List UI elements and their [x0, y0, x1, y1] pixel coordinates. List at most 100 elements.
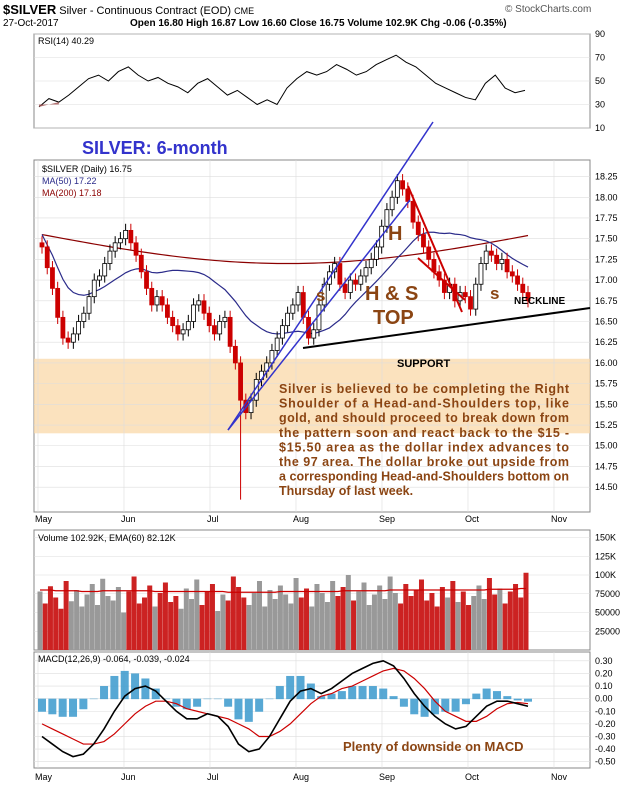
volume-bar	[324, 602, 330, 650]
neckline-label: NECKLINE	[514, 296, 565, 307]
volume-bar	[215, 611, 221, 650]
volume-bar	[366, 605, 372, 650]
note-line: a corresponding Head-and-Shoulders botto…	[279, 470, 569, 484]
volume-bar	[189, 599, 195, 650]
macd-histogram-bar	[120, 670, 129, 700]
volume-bar	[356, 591, 362, 650]
candle-body	[81, 312, 87, 322]
support-label: SUPPORT	[397, 358, 450, 370]
candle-body	[515, 275, 520, 285]
volume-bar	[277, 585, 283, 650]
volume-bar	[455, 602, 461, 650]
macd-histogram-bar	[451, 698, 460, 712]
candle-body	[232, 345, 238, 364]
macd-histogram-bar	[524, 698, 532, 702]
candle-body	[499, 258, 505, 264]
volume-bar	[121, 612, 127, 650]
candle-body	[144, 271, 149, 289]
candle-body	[311, 329, 317, 339]
candle-body	[337, 263, 343, 285]
ma200-line	[41, 233, 529, 265]
price-tick-label: 16.25	[595, 337, 618, 347]
macd-histogram-bar	[513, 698, 522, 701]
macd-histogram-bar	[286, 675, 295, 700]
volume-bar	[507, 591, 513, 650]
candle-body	[394, 180, 400, 198]
rsi-oversold-fill	[39, 102, 59, 107]
volume-ema-line	[40, 587, 526, 593]
candle-body	[60, 316, 66, 339]
candle-body	[128, 229, 134, 244]
volume-bar	[47, 586, 53, 650]
candle-body	[462, 292, 468, 298]
price-tick-label: 15.25	[595, 420, 618, 430]
volume-bar	[58, 608, 64, 650]
volume-bar	[183, 588, 189, 650]
candle-body	[133, 242, 139, 256]
macd-histogram-bar	[358, 686, 367, 700]
volume-tick-label: 125K	[595, 551, 616, 561]
volume-bar	[84, 594, 90, 650]
macd-histogram-bar	[482, 688, 491, 700]
macd-histogram-bar	[420, 698, 429, 717]
watermark: © StockCharts.com	[505, 4, 592, 15]
rsi-tick-label: 30	[595, 100, 605, 110]
volume-bar	[293, 578, 299, 650]
candle-body	[102, 263, 108, 277]
candle-body	[39, 242, 45, 248]
volume-bar	[492, 594, 498, 650]
candle-body	[97, 275, 102, 281]
candle-body	[525, 292, 531, 302]
candle-body	[441, 279, 447, 293]
volume-bar	[304, 588, 310, 650]
candle-body	[180, 329, 186, 335]
price-month-label: Oct	[465, 514, 480, 524]
volume-label: Volume 102.92K, EMA(60) 82.12K	[38, 533, 176, 543]
macd-histogram-bar	[141, 678, 150, 700]
macd-histogram-bar	[492, 691, 501, 700]
price-tick-label: 17.00	[595, 275, 618, 285]
volume-tick-label: 150K	[595, 533, 616, 543]
price-month-label: May	[35, 514, 53, 524]
volume-bar	[314, 584, 320, 650]
neckline	[302, 307, 591, 349]
candle-body	[389, 196, 395, 211]
rsi-tick-label: 70	[595, 53, 605, 63]
note-line: Silver is believed to be completing the …	[279, 382, 570, 396]
candle-body	[112, 242, 118, 252]
volume-bar	[236, 587, 242, 650]
price-tick-label: 17.25	[595, 254, 618, 264]
candle-body	[504, 258, 510, 273]
macd-line	[41, 659, 529, 758]
note-line: gold, and should proceed to break down f…	[279, 411, 569, 425]
candle-body	[196, 300, 202, 306]
candle-body	[50, 267, 55, 289]
price-tick-label: 15.50	[595, 399, 618, 409]
volume-bar	[466, 605, 472, 650]
candle-body	[149, 287, 155, 306]
candle-body	[212, 325, 217, 335]
volume-bar	[351, 600, 357, 650]
macd-histogram-bar	[79, 698, 88, 710]
macd-histogram-bar	[58, 698, 67, 717]
volume-bar	[256, 581, 262, 650]
candle-body	[421, 234, 426, 248]
macd-histogram-bar	[255, 698, 264, 712]
macd-histogram-bar	[213, 698, 222, 700]
candle-body	[185, 321, 191, 331]
candle-body	[478, 263, 484, 285]
volume-bar	[225, 600, 231, 650]
volume-tick-label: 75000	[595, 589, 620, 599]
volume-bar	[429, 593, 435, 650]
volume-bar	[413, 590, 419, 650]
volume-bar	[481, 599, 487, 650]
candle-body	[494, 254, 500, 264]
volume-bar	[209, 584, 215, 650]
shoulder-trendline	[417, 257, 466, 301]
candle-body	[468, 296, 473, 310]
candle-body	[123, 229, 129, 240]
macd-histogram-bar	[203, 698, 212, 700]
rsi-line	[38, 54, 526, 108]
candle-body	[217, 321, 223, 335]
price-tick-label: 14.50	[595, 482, 618, 492]
